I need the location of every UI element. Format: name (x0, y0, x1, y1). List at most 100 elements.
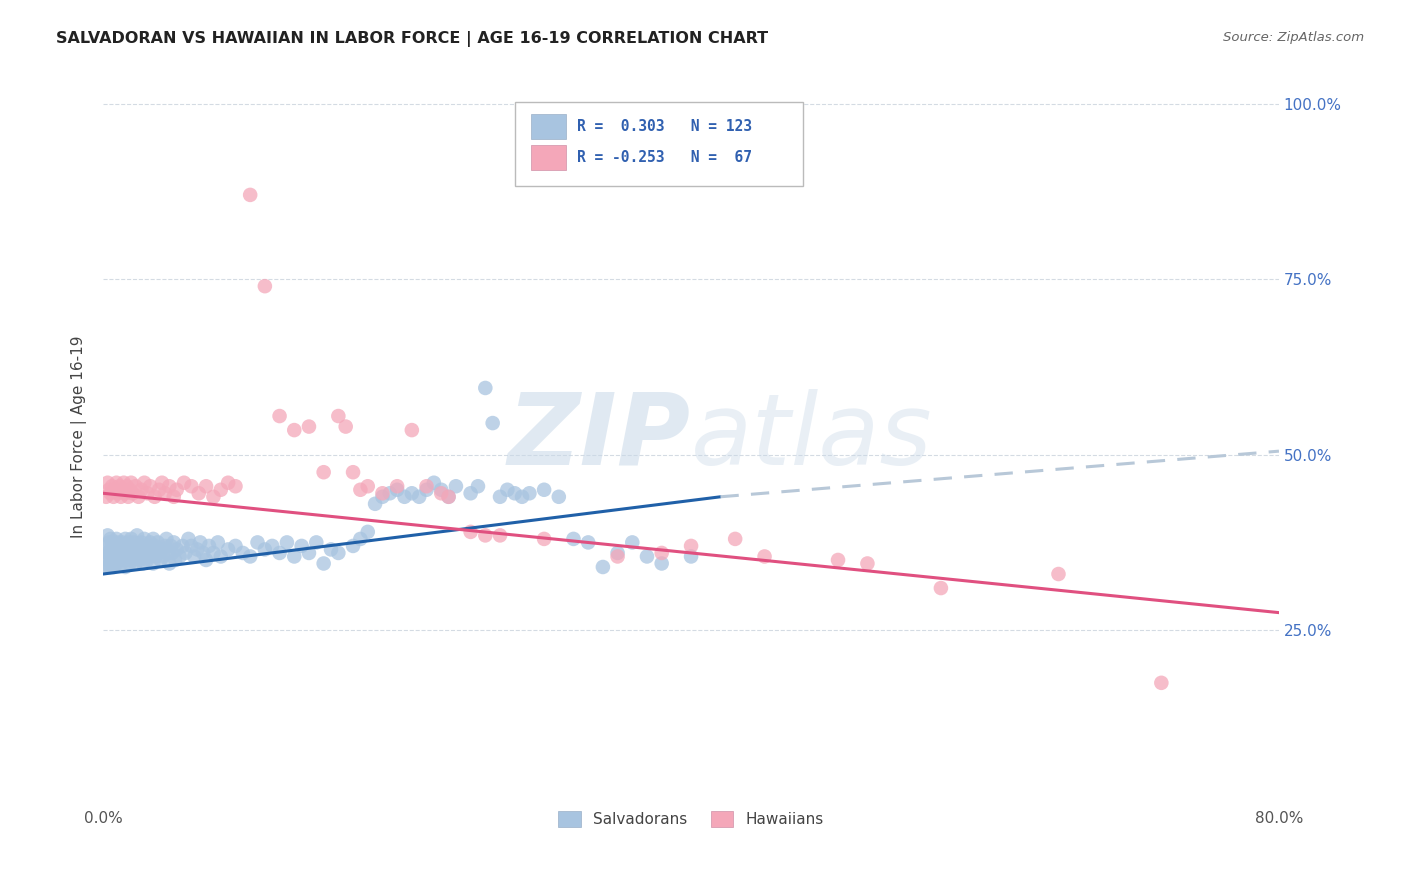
Point (636, 549, 658, 564)
Point (415, 483, 437, 497)
Point (111, 546, 134, 560)
Point (681, 539, 703, 553)
Point (141, 546, 163, 560)
Point (103, 535, 125, 549)
Point (357, 524, 380, 539)
FancyBboxPatch shape (531, 114, 567, 139)
Point (312, 465, 335, 479)
Text: SALVADORAN VS HAWAIIAN IN LABOR FORCE | AGE 16-19 CORRELATION CHART: SALVADORAN VS HAWAIIAN IN LABOR FORCE | … (56, 31, 768, 47)
Point (159, 539, 181, 553)
Point (114, 560, 136, 574)
Point (100, 560, 122, 574)
Point (209, 483, 232, 497)
Point (169, 549, 191, 564)
Point (253, 542, 276, 557)
Point (127, 490, 149, 504)
Point (134, 475, 156, 490)
Point (134, 549, 156, 564)
Point (394, 490, 416, 504)
Point (150, 475, 173, 490)
Point (103, 490, 125, 504)
Point (437, 490, 460, 504)
Point (121, 542, 143, 557)
Point (856, 557, 879, 571)
Point (1150, 676, 1173, 690)
Point (533, 532, 555, 546)
Point (180, 539, 202, 553)
Point (134, 532, 156, 546)
Point (155, 532, 177, 546)
Point (592, 560, 614, 574)
Point (129, 546, 152, 560)
Text: ZIP: ZIP (508, 389, 692, 485)
Point (533, 483, 555, 497)
Point (163, 490, 186, 504)
Point (105, 557, 128, 571)
Point (100, 532, 122, 546)
Point (239, 549, 262, 564)
Point (186, 542, 208, 557)
Point (138, 542, 160, 557)
Point (114, 486, 136, 500)
Point (191, 546, 214, 560)
Point (283, 549, 305, 564)
Point (207, 535, 229, 549)
Point (188, 535, 211, 549)
Point (127, 549, 149, 564)
Point (364, 497, 387, 511)
Point (114, 549, 136, 564)
Point (385, 479, 408, 493)
Point (121, 486, 143, 500)
Point (929, 581, 952, 595)
Point (298, 546, 321, 560)
Point (142, 532, 165, 546)
Point (101, 539, 124, 553)
Point (724, 532, 747, 546)
Point (269, 409, 291, 423)
Point (253, 279, 276, 293)
Point (291, 539, 314, 553)
Point (576, 535, 599, 549)
Point (132, 557, 155, 571)
Point (117, 535, 139, 549)
Point (103, 560, 125, 574)
Point (121, 553, 143, 567)
Point (127, 539, 149, 553)
Point (173, 475, 195, 490)
Point (136, 539, 159, 553)
Point (139, 479, 162, 493)
Point (105, 475, 128, 490)
Point (385, 483, 408, 497)
Point (202, 490, 225, 504)
Point (152, 549, 174, 564)
Point (371, 490, 394, 504)
Point (131, 535, 153, 549)
Text: atlas: atlas (692, 389, 932, 485)
Text: R = -0.253   N =  67: R = -0.253 N = 67 (576, 150, 752, 165)
Point (474, 528, 496, 542)
Point (162, 546, 184, 560)
Point (166, 483, 188, 497)
Point (125, 539, 148, 553)
Point (112, 539, 135, 553)
Point (110, 557, 132, 571)
Point (239, 187, 262, 202)
Point (681, 549, 703, 564)
Point (165, 553, 187, 567)
Point (117, 546, 139, 560)
Point (460, 524, 482, 539)
Point (195, 553, 218, 567)
Point (101, 479, 124, 493)
Point (1047, 567, 1070, 582)
Point (107, 486, 129, 500)
Point (460, 486, 482, 500)
Point (149, 553, 172, 567)
Point (111, 535, 134, 549)
Point (180, 479, 202, 493)
Point (157, 557, 180, 571)
Point (108, 539, 131, 553)
Point (156, 546, 179, 560)
Point (202, 546, 225, 560)
Point (481, 416, 503, 430)
Point (150, 542, 173, 557)
